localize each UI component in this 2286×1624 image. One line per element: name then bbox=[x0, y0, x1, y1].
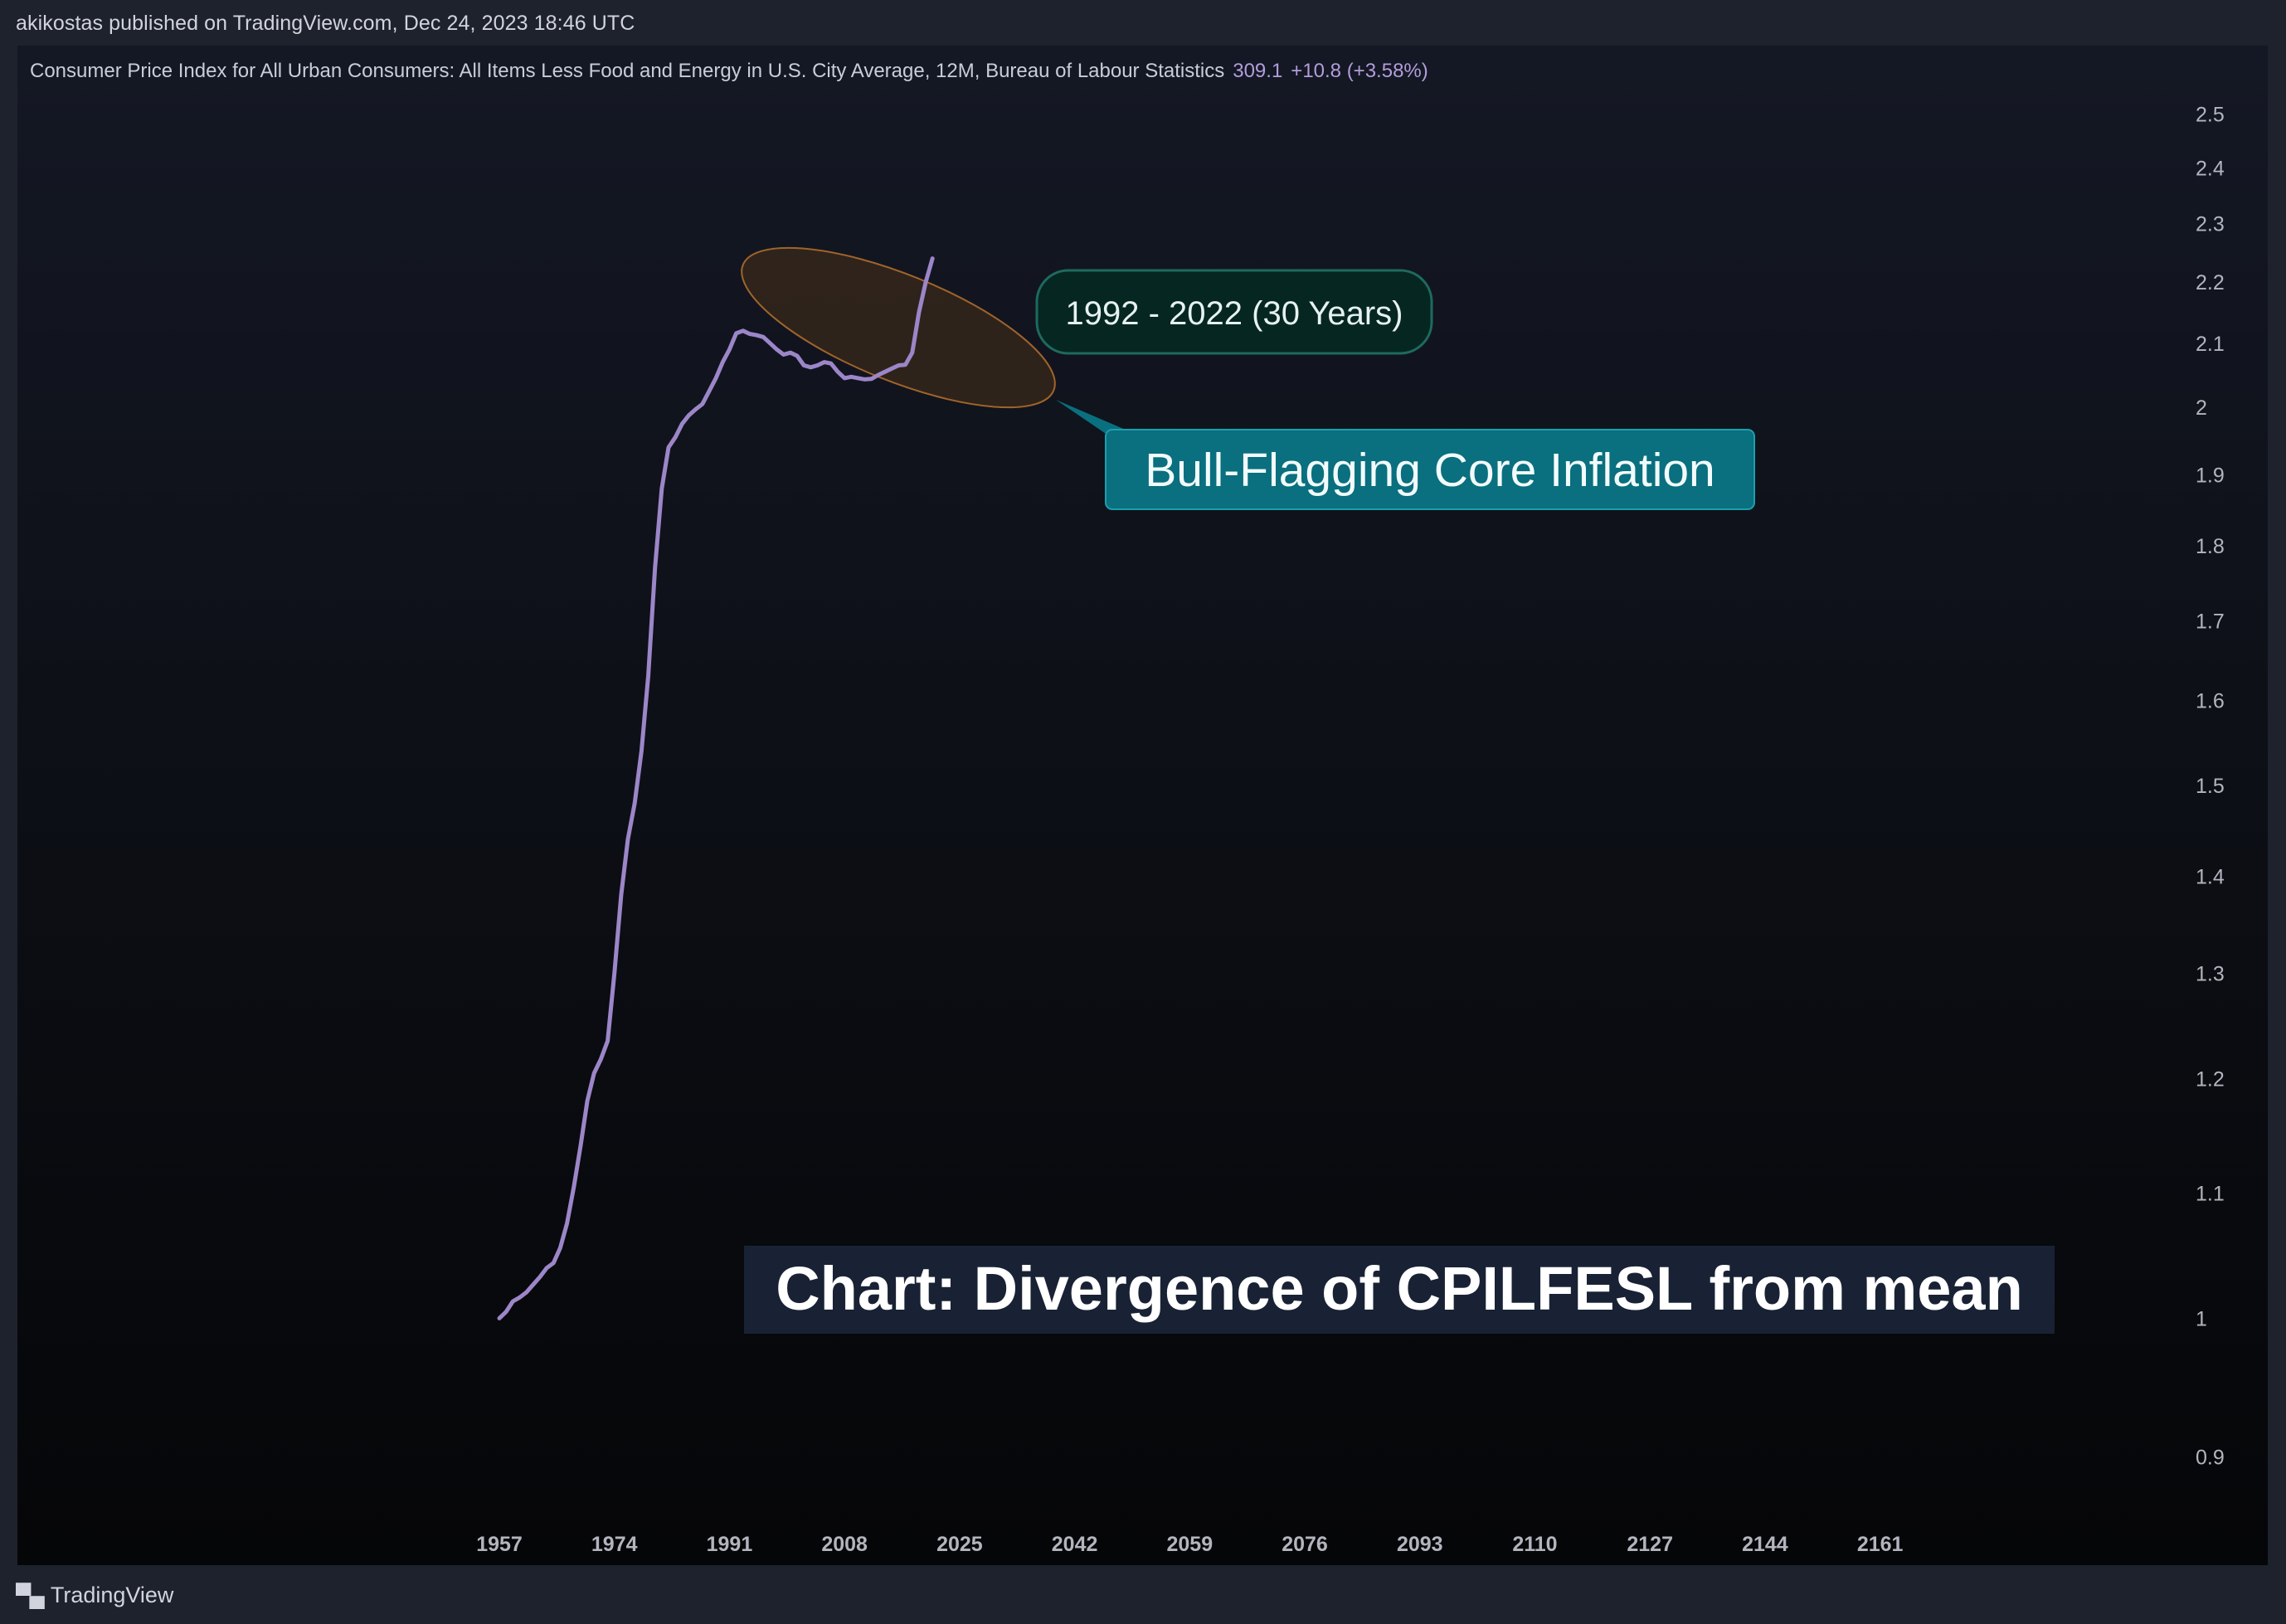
series-legend[interactable]: Consumer Price Index for All Urban Consu… bbox=[30, 60, 1428, 83]
series-line-layer bbox=[497, 256, 935, 1320]
title-banner bbox=[744, 1246, 2055, 1334]
y-tick-label: 2.1 bbox=[2196, 333, 2225, 356]
y-tick-label: 2.3 bbox=[2196, 213, 2225, 236]
x-tick-label: 2144 bbox=[1742, 1533, 1788, 1556]
y-tick-label: 1.9 bbox=[2196, 464, 2225, 487]
series-line bbox=[497, 256, 935, 1320]
callout-text: Bull-Flagging Core Inflation bbox=[1145, 444, 1715, 497]
y-tick-label: 2.4 bbox=[2196, 157, 2225, 180]
y-tick-label: 2.2 bbox=[2196, 271, 2225, 294]
x-tick-label: 2008 bbox=[821, 1533, 868, 1556]
y-tick-label: 1.7 bbox=[2196, 610, 2225, 634]
legend-last-value: 309.1 bbox=[1233, 60, 1283, 82]
annotation-layer: 1992 - 2022 (30 Years) Bull-Flagging Core… bbox=[744, 269, 2055, 1334]
x-tick-label: 2059 bbox=[1167, 1533, 1214, 1556]
y-tick-label: 1.5 bbox=[2196, 775, 2225, 798]
footer-brand[interactable]: ▀▄ TradingView bbox=[16, 1580, 173, 1610]
y-tick-label: 1.8 bbox=[2196, 535, 2225, 558]
highlight-ellipse bbox=[741, 246, 1056, 409]
highlight-ellipse-layer bbox=[741, 246, 1056, 409]
x-tick-label: 2110 bbox=[1512, 1533, 1557, 1556]
footer-brand-label: TradingView bbox=[50, 1582, 174, 1607]
y-tick-label: 1.3 bbox=[2196, 963, 2225, 986]
chart-title: Chart: Divergence of CPILFESL from mean bbox=[776, 1254, 2023, 1323]
x-tick-label: 2093 bbox=[1397, 1533, 1443, 1556]
x-tick-label: 2127 bbox=[1627, 1533, 1673, 1556]
x-tick-label: 2076 bbox=[1282, 1533, 1328, 1556]
y-tick-label: 2 bbox=[2196, 396, 2207, 420]
y-axis[interactable]: 0.9 1 1.1 1.2 1.3 1.4 1.5 1.6 1.7 1.8 1.9 2 2.1 2.2 2.… bbox=[2196, 104, 2225, 1470]
x-tick-label: 1991 bbox=[707, 1533, 753, 1556]
legend-series-name: Consumer Price Index for All Urban Consu… bbox=[30, 60, 1225, 82]
x-tick-label: 2042 bbox=[1052, 1533, 1098, 1556]
note-text: 1992 - 2022 (30 Years) bbox=[1066, 295, 1403, 332]
x-axis[interactable]: 1957 1974 1991 2008 2025 2042 2059 2076 2093 2110… bbox=[476, 1533, 1903, 1556]
y-tick-label: 1.1 bbox=[2196, 1182, 2225, 1205]
note-box bbox=[1035, 269, 1433, 355]
x-tick-label: 1957 bbox=[476, 1533, 523, 1556]
legend-change: +10.8 (+3.58%) bbox=[1291, 60, 1428, 82]
y-tick-label: 1 bbox=[2196, 1307, 2207, 1330]
chart-plot[interactable]: 0.9 1 1.1 1.2 1.3 1.4 1.5 1.6 1.7 1.8 1.9 2 2.1 2.2 2.… bbox=[17, 46, 2268, 1565]
y-tick-label: 2.5 bbox=[2196, 104, 2225, 127]
callout-box bbox=[1105, 429, 1755, 510]
chart-panel[interactable]: 0.9 1 1.1 1.2 1.3 1.4 1.5 1.6 1.7 1.8 1.9 2 2.1 2.2 2.… bbox=[17, 46, 2268, 1565]
y-tick-label: 1.6 bbox=[2196, 690, 2225, 713]
x-tick-label: 2161 bbox=[1857, 1533, 1904, 1556]
y-tick-label: 0.9 bbox=[2196, 1446, 2225, 1469]
x-tick-label: 2025 bbox=[936, 1533, 983, 1556]
publish-header: akikostas published on TradingView.com, … bbox=[16, 12, 635, 35]
y-tick-label: 1.4 bbox=[2196, 865, 2225, 888]
tradingview-logo-icon: ▀▄ bbox=[16, 1582, 45, 1607]
x-tick-label: 1974 bbox=[591, 1533, 638, 1556]
y-tick-label: 1.2 bbox=[2196, 1068, 2225, 1092]
